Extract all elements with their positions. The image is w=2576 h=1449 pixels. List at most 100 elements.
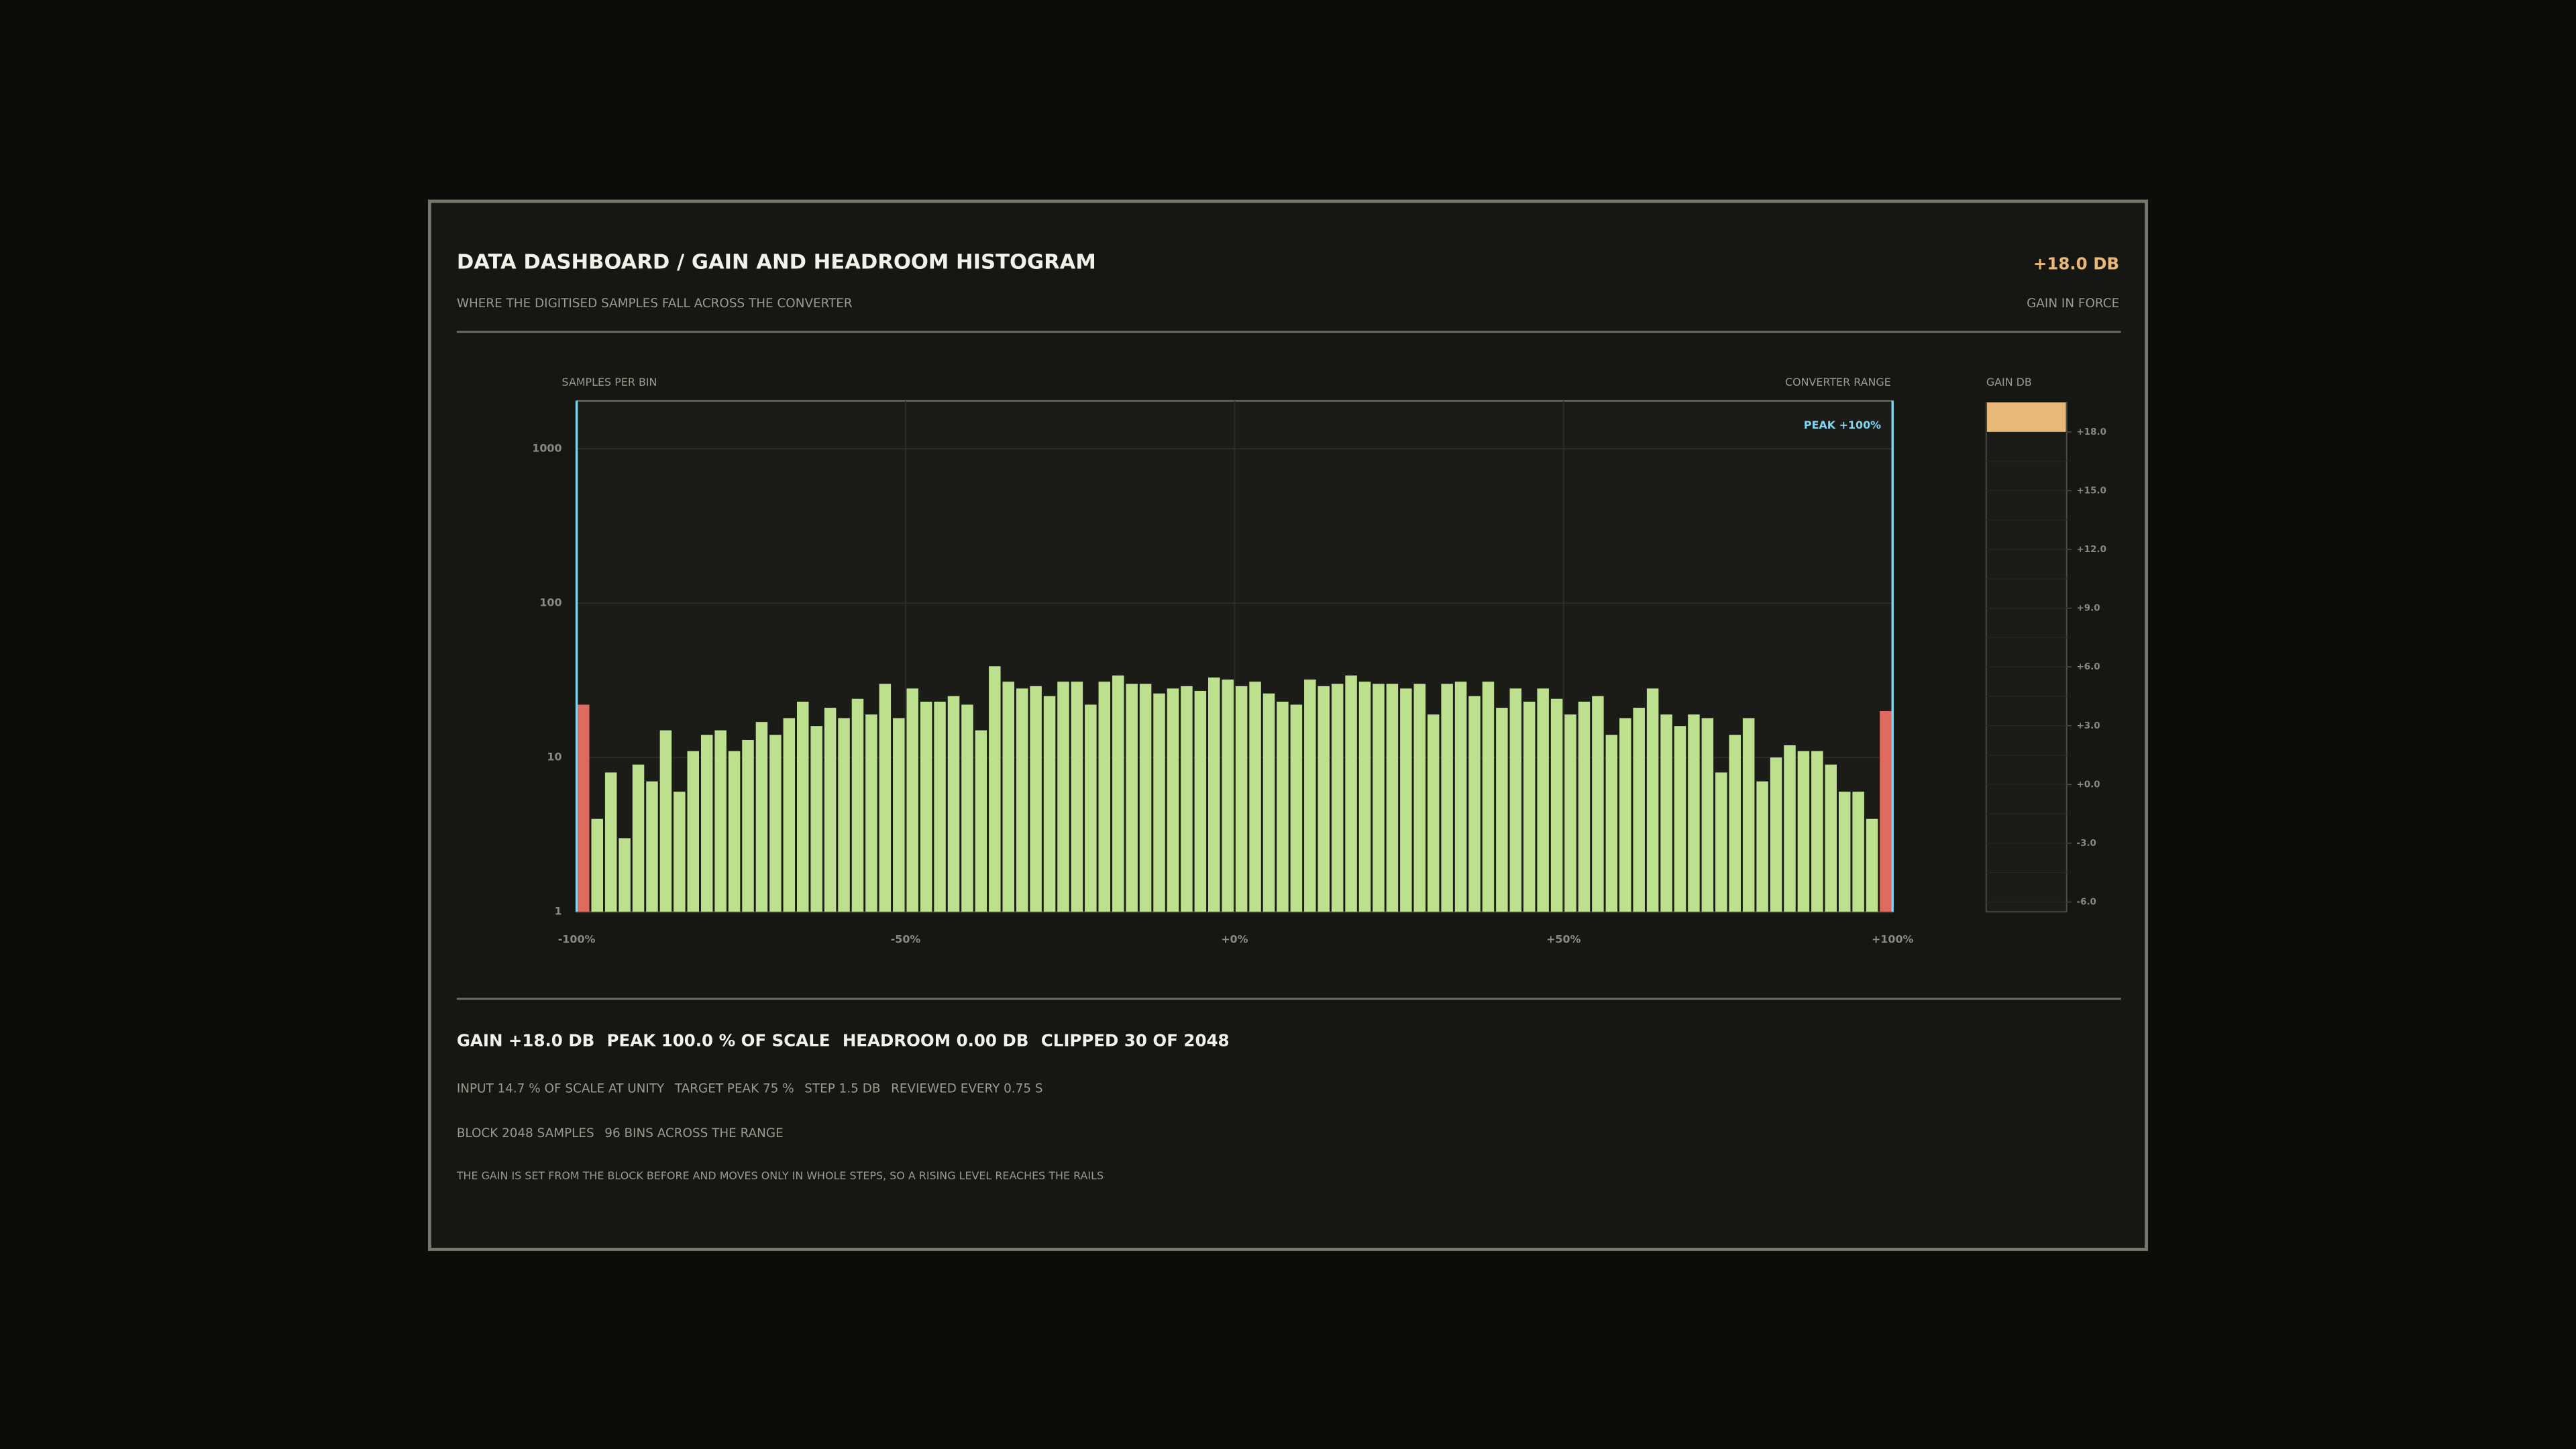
histogram-bar bbox=[1427, 714, 1440, 912]
meter-tick-label: -6.0 bbox=[2077, 898, 2096, 908]
histogram-bar bbox=[1729, 735, 1741, 912]
meter-tick-label: +0.0 bbox=[2077, 780, 2100, 790]
block-info: BLOCK 2048 SAMPLES bbox=[457, 1126, 594, 1140]
meter-tick-label: -3.0 bbox=[2077, 839, 2096, 849]
histogram-bar bbox=[838, 718, 850, 912]
histogram-bar bbox=[1208, 677, 1220, 912]
histogram-bar bbox=[1825, 764, 1837, 912]
settings-line: INPUT 14.7 % OF SCALE AT UNITY TARGET PE… bbox=[457, 1082, 1043, 1096]
histogram-bar bbox=[865, 714, 877, 912]
gain-caption: GAIN IN FORCE bbox=[2027, 297, 2119, 311]
note: THE GAIN IS SET FROM THE BLOCK BEFORE AN… bbox=[456, 1169, 1104, 1182]
y-tick-label: 100 bbox=[539, 596, 561, 609]
histogram-bar bbox=[1578, 701, 1591, 912]
annotation: PEAK +100% bbox=[1804, 419, 1881, 431]
histogram-bar bbox=[1660, 714, 1672, 912]
histogram-bar bbox=[1277, 701, 1289, 912]
meter-tick-label: +9.0 bbox=[2077, 604, 2100, 614]
histogram-bar bbox=[1646, 688, 1659, 912]
histogram-bar bbox=[1880, 710, 1892, 912]
histogram-bar bbox=[1043, 696, 1056, 912]
x-tick-label: -100% bbox=[558, 932, 596, 945]
y-tick-label: 10 bbox=[547, 751, 561, 763]
histogram-bar bbox=[1304, 679, 1316, 912]
histogram-bar bbox=[1071, 682, 1083, 912]
histogram-bar bbox=[769, 735, 782, 912]
meter-tick-label: +6.0 bbox=[2077, 662, 2100, 672]
histogram-bar bbox=[975, 730, 987, 912]
setting: REVIEWED EVERY 0.75 S bbox=[891, 1082, 1042, 1096]
histogram-bar bbox=[1290, 704, 1303, 912]
histogram-bar bbox=[1085, 704, 1097, 912]
meter-box bbox=[1985, 402, 2068, 913]
histogram-bar bbox=[1153, 693, 1165, 912]
histogram-bar bbox=[796, 701, 809, 912]
histogram-bar bbox=[1454, 682, 1467, 912]
histogram-bar bbox=[687, 751, 700, 912]
y-axis-label: SAMPLES PER BIN bbox=[562, 376, 657, 388]
histogram-bar bbox=[947, 696, 960, 912]
histogram-bar bbox=[1715, 772, 1727, 912]
meter-title: GAIN DB bbox=[1986, 376, 2032, 388]
histogram-bar bbox=[1222, 679, 1234, 912]
histogram-bar bbox=[1482, 682, 1495, 912]
histogram-bar bbox=[906, 688, 918, 912]
stat: HEADROOM 0.00 DB bbox=[843, 1031, 1029, 1051]
stats-line: GAIN +18.0 DB PEAK 100.0 % OF SCALE HEAD… bbox=[457, 1031, 1230, 1051]
histogram-bar bbox=[1373, 684, 1385, 912]
subtitle: WHERE THE DIGITISED SAMPLES FALL ACROSS … bbox=[457, 297, 853, 311]
histogram-bar bbox=[1263, 693, 1275, 912]
histogram-bar bbox=[1674, 726, 1686, 912]
histogram-bar bbox=[578, 704, 590, 912]
stat: GAIN +18.0 DB bbox=[457, 1031, 594, 1051]
histogram-bar bbox=[755, 722, 768, 912]
histogram-bar bbox=[1605, 735, 1618, 912]
stat: CLIPPED 30 OF 2048 bbox=[1041, 1031, 1230, 1051]
histogram-bar bbox=[1400, 688, 1412, 912]
x-tick-label: -50% bbox=[891, 932, 921, 945]
meter-tick-label: +18.0 bbox=[2077, 427, 2106, 437]
histogram-bar bbox=[1688, 714, 1700, 912]
histogram-bar bbox=[1537, 688, 1549, 912]
histogram-bar bbox=[1345, 675, 1357, 912]
histogram-bar bbox=[1797, 751, 1810, 912]
histogram-bar bbox=[1811, 751, 1823, 912]
histogram-bar bbox=[934, 701, 946, 912]
histogram-bar bbox=[1413, 684, 1426, 912]
histogram-bar bbox=[1784, 745, 1796, 912]
histogram-bar bbox=[1441, 684, 1453, 912]
histogram-bar bbox=[646, 781, 658, 912]
histogram-bar bbox=[714, 730, 727, 912]
histogram-bar bbox=[742, 739, 754, 912]
histogram-bar bbox=[893, 718, 905, 912]
histogram-bar bbox=[1592, 696, 1604, 912]
histogram-bar bbox=[879, 684, 892, 912]
histogram-bar bbox=[591, 818, 603, 912]
histogram-bar bbox=[961, 704, 973, 912]
histogram-bar bbox=[1098, 682, 1111, 912]
histogram-bar bbox=[1331, 684, 1344, 912]
histogram-bar bbox=[728, 751, 741, 912]
histogram-bar bbox=[1509, 688, 1522, 912]
histogram-bar bbox=[1550, 698, 1563, 912]
meter-tick-label: +15.0 bbox=[2077, 486, 2106, 496]
histogram-bar bbox=[674, 792, 686, 912]
histogram-bar bbox=[1564, 714, 1576, 912]
histogram-bar bbox=[824, 708, 837, 912]
histogram-bar bbox=[1002, 682, 1015, 912]
stat: PEAK 100.0 % OF SCALE bbox=[607, 1031, 830, 1051]
histogram-bar bbox=[1016, 688, 1028, 912]
histogram-bar bbox=[1866, 818, 1878, 912]
meter-tick-label: +12.0 bbox=[2077, 545, 2106, 555]
histogram-bar bbox=[1126, 684, 1138, 912]
histogram-bar bbox=[1633, 708, 1645, 912]
y-tick-label: 1 bbox=[554, 905, 561, 918]
histogram-bar bbox=[989, 666, 1001, 912]
histogram-bar bbox=[1852, 792, 1864, 912]
histogram-bar bbox=[1468, 696, 1481, 912]
histogram-bar bbox=[1194, 690, 1207, 912]
histogram-bar bbox=[619, 838, 631, 912]
setting: STEP 1.5 DB bbox=[804, 1082, 880, 1096]
